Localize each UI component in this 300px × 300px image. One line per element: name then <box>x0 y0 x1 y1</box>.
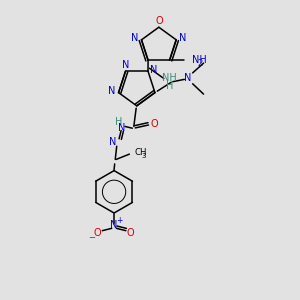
Text: CH: CH <box>134 148 147 157</box>
Text: N: N <box>110 220 118 230</box>
Text: NH: NH <box>162 73 176 83</box>
Text: N: N <box>131 33 139 43</box>
Text: N: N <box>118 123 126 133</box>
Text: 3: 3 <box>142 153 146 159</box>
Text: H: H <box>166 81 173 91</box>
Text: O: O <box>151 119 158 129</box>
Text: −: − <box>88 233 95 242</box>
Text: 2: 2 <box>198 59 203 68</box>
Text: N: N <box>184 73 191 83</box>
Text: N: N <box>109 137 116 147</box>
Text: +: + <box>116 216 123 225</box>
Text: H: H <box>115 117 122 127</box>
Text: O: O <box>155 16 163 26</box>
Text: O: O <box>94 228 101 238</box>
Text: NH: NH <box>192 55 206 65</box>
Text: O: O <box>127 228 134 238</box>
Text: N: N <box>108 86 116 96</box>
Text: N: N <box>179 33 186 43</box>
Text: N: N <box>122 60 129 70</box>
Text: N: N <box>150 65 158 75</box>
